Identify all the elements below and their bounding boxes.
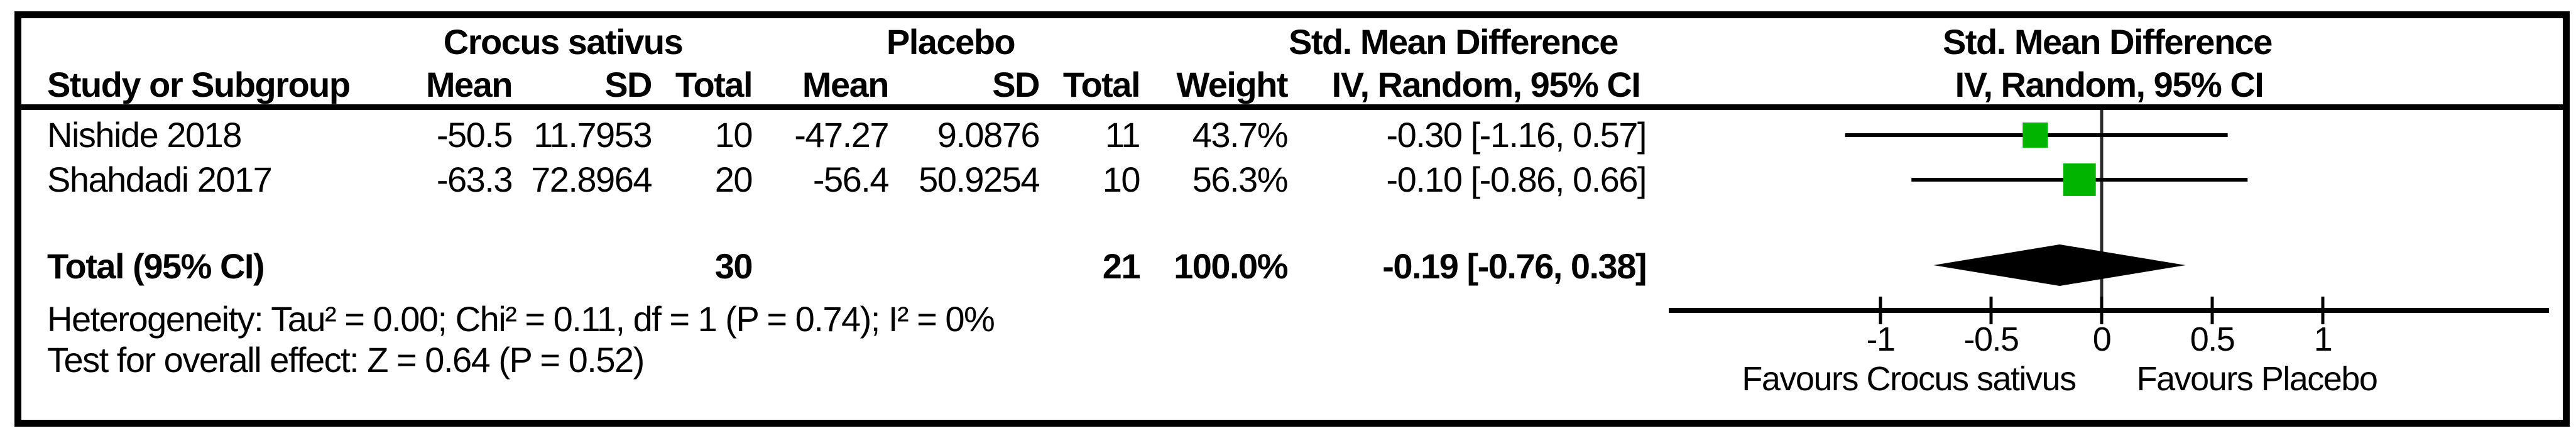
axis-tick-label: -1 (1866, 320, 1894, 358)
effect-ci-value: -0.30 [-1.16, 0.57] (1386, 115, 1647, 155)
c-mean-value: -56.4 (812, 160, 890, 199)
t-total-value: 20 (714, 160, 753, 199)
col-header-weight: Weight (1176, 65, 1288, 104)
group-header-control: Placebo (886, 22, 1016, 62)
col-header-effect-ci-plot: IV, Random, 95% CI (1955, 65, 2264, 104)
t-sd-value: 11.7953 (533, 115, 652, 155)
favours-right-label: Favours Placebo (2137, 360, 2377, 398)
axis-tick-label: 0.5 (2190, 320, 2235, 358)
col-header-study: Study or Subgroup (47, 65, 351, 104)
t-sd-value: 72.8964 (531, 160, 652, 199)
c-sd-value: 50.9254 (919, 160, 1040, 199)
total-label: Total (95% CI) (47, 246, 265, 286)
axis-tick-label: -0.5 (1963, 320, 2018, 358)
heterogeneity-note: Heterogeneity: Tau² = 0.00; Chi² = 0.11,… (47, 299, 995, 339)
total-t-total: 30 (714, 246, 753, 286)
weight-value: 56.3% (1192, 160, 1289, 199)
study-name: Shahdadi 2017 (47, 160, 273, 199)
col-header-c-total: Total (1062, 65, 1141, 104)
overall-effect-note: Test for overall effect: Z = 0.64 (P = 0… (47, 340, 645, 380)
col-header-c-sd: SD (992, 65, 1040, 104)
total-c-total: 21 (1102, 246, 1141, 286)
weight-value: 43.7% (1192, 115, 1289, 155)
axis-tick-label: 0 (2093, 320, 2111, 358)
axis-tick-label: 1 (2314, 320, 2332, 358)
c-mean-value: -47.27 (794, 115, 889, 155)
study-square (2063, 163, 2096, 196)
group-header-treatment: Crocus sativus (443, 22, 684, 62)
total-weight: 100.0% (1174, 246, 1288, 286)
t-mean-value: -63.3 (436, 160, 513, 199)
col-header-c-mean: Mean (802, 65, 890, 104)
c-sd-value: 9.0876 (937, 115, 1040, 155)
figure-border (14, 11, 2570, 427)
study-name: Nishide 2018 (47, 115, 242, 155)
t-total-value: 10 (714, 115, 753, 155)
header-divider (14, 104, 2570, 110)
col-header-t-sd: SD (604, 65, 652, 104)
c-total-value: 11 (1105, 115, 1141, 155)
total-diamond (1933, 244, 2186, 286)
c-total-value: 10 (1102, 160, 1141, 199)
total-effect-ci: -0.19 [-0.76, 0.38] (1382, 246, 1647, 286)
col-header-effect-ci: IV, Random, 95% CI (1331, 65, 1641, 104)
effect-ci-value: -0.10 [-0.86, 0.66] (1386, 160, 1647, 199)
t-mean-value: -50.5 (436, 115, 513, 155)
study-square (2022, 122, 2048, 148)
group-header-effect-plot: Std. Mean Difference (1943, 22, 2273, 62)
col-header-t-total: Total (675, 65, 753, 104)
favours-left-label: Favours Crocus sativus (1742, 360, 2076, 398)
col-header-t-mean: Mean (425, 65, 513, 104)
group-header-effect: Std. Mean Difference (1289, 22, 1618, 62)
